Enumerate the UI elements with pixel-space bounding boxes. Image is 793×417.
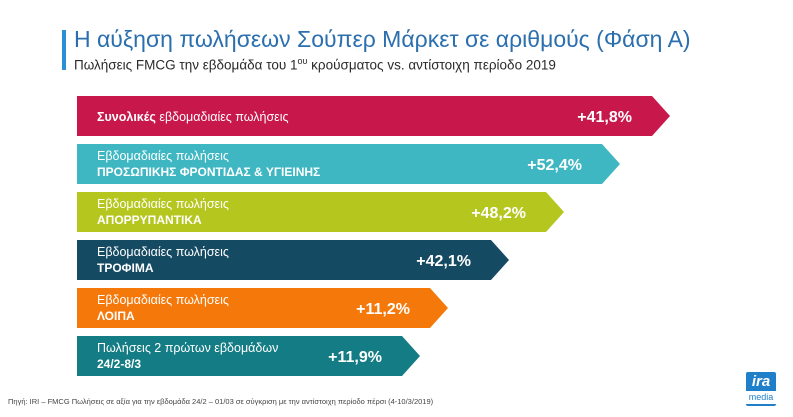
bar-label-line1: Πωλήσεις 2 πρώτων εβδομάδων xyxy=(97,341,278,355)
bar-label-text: Εβδομαδιαίες πωλήσεις xyxy=(97,197,229,211)
bar-label-line1: Εβδομαδιαίες πωλήσεις xyxy=(97,197,229,211)
bar-arrow xyxy=(77,288,448,328)
bar-arrow xyxy=(77,96,670,136)
bar-label-text: Εβδομαδιαίες πωλήσεις xyxy=(97,149,229,163)
bar-label-line2: ΛΟΙΠΑ xyxy=(97,309,135,323)
page-title: Η αύξηση πωλήσεων Σούπερ Μάρκετ σε αριθμ… xyxy=(74,26,691,52)
bar-group: Εβδομαδιαίες πωλήσεις ΛΟΙΠΑ +11,2% xyxy=(77,288,448,328)
bar-value-label: +42,1% xyxy=(416,253,471,270)
bar-value-label: +41,8% xyxy=(577,109,632,126)
bar-label-line1: Εβδομαδιαίες πωλήσεις xyxy=(97,149,229,163)
bar-group: Εβδομαδιαίες πωλήσεις ΠΡΟΣΩΠΙΚΗΣ ΦΡΟΝΤΙΔΑ… xyxy=(77,144,620,184)
ira-media-logo: ira media xyxy=(746,372,776,406)
bar-label-line2: ΠΡΟΣΩΠΙΚΗΣ ΦΡΟΝΤΙΔΑΣ & ΥΓΙΕΙΝΗΣ xyxy=(97,165,320,179)
subtitle-text-start: Πωλήσεις FMCG την εβδομάδα του 1 xyxy=(74,57,298,73)
bar-value-label: +11,9% xyxy=(328,349,382,366)
bar-group: Πωλήσεις 2 πρώτων εβδομάδων 24/2-8/3 +11,9… xyxy=(77,336,420,376)
bar-label-text: Πωλήσεις 2 πρώτων εβδομάδων xyxy=(97,341,278,355)
title-accent-bar xyxy=(62,30,66,70)
bar-label-line1: Συνολικές εβδομαδιαίες πωλήσεις xyxy=(97,110,289,124)
bar-label-line2: ΤΡΟΦΙΜΑ xyxy=(97,261,154,275)
bar-label-line1: Εβδομαδιαίες πωλήσεις xyxy=(97,293,229,307)
bar-value-label: +48,2% xyxy=(471,205,526,222)
logo-text-bottom: media xyxy=(746,391,776,404)
bar-label-line2: ΑΠΟΡΡΥΠΑΝΤΙΚΑ xyxy=(97,213,202,227)
logo-text-top: ira xyxy=(751,373,771,390)
bar-label-line1: Εβδομαδιαίες πωλήσεις xyxy=(97,245,229,259)
bar-group: Εβδομαδιαίες πωλήσεις ΤΡΟΦΙΜΑ +42,1% xyxy=(77,240,509,280)
subtitle-superscript: ου xyxy=(297,56,308,66)
bar-label-line2: 24/2-8/3 xyxy=(97,357,141,371)
bar-group: Εβδομαδιαίες πωλήσεις ΑΠΟΡΡΥΠΑΝΤΙΚΑ +48,2% xyxy=(77,192,564,232)
page-subtitle: Πωλήσεις FMCG την εβδομάδα του 1ου κρούσ… xyxy=(74,56,556,73)
bar-label-bold: Συνολικές xyxy=(97,110,156,124)
bar-arrow xyxy=(77,192,564,232)
bar-value-label: +11,2% xyxy=(356,301,410,318)
bar-label-text: Εβδομαδιαίες πωλήσεις xyxy=(97,245,229,259)
bar-arrow xyxy=(77,336,420,376)
bar-group: Συνολικές εβδομαδιαίες πωλήσεις +41,8% xyxy=(77,96,670,136)
bar-arrow xyxy=(77,144,620,184)
bar-value-label: +52,4% xyxy=(527,157,582,174)
bar-arrow xyxy=(77,240,509,280)
bar-label-text: Εβδομαδιαίες πωλήσεις xyxy=(97,293,229,307)
subtitle-text-end: κρούσματος vs. αντίστοιχη περίοδο 2019 xyxy=(307,57,556,73)
source-note: Πηγή: IRI – FMCG Πωλήσεις σε αξία για τη… xyxy=(8,397,434,406)
bar-label-text: εβδομαδιαίες πωλήσεις xyxy=(156,110,289,124)
